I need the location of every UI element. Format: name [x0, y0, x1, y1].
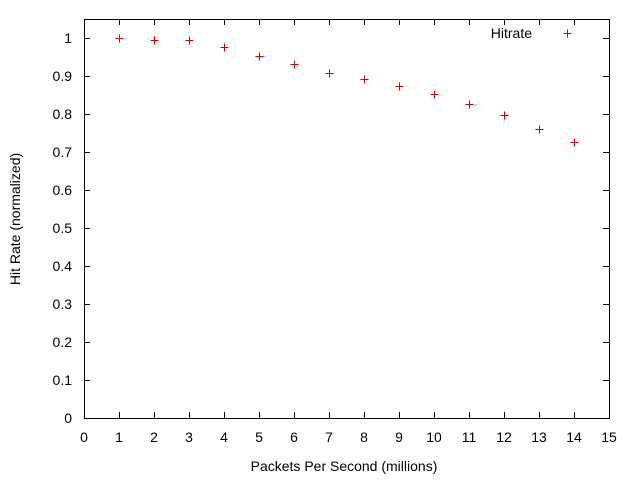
- x-tick-label: 14: [566, 429, 582, 445]
- x-tick-label: 0: [80, 429, 88, 445]
- y-tick-label: 0.8: [53, 106, 73, 122]
- data-point: [115, 34, 124, 43]
- plot-frame: [84, 19, 610, 419]
- x-tick-label: 11: [462, 429, 477, 445]
- x-tick-label: 9: [395, 429, 403, 445]
- data-point: [570, 138, 579, 147]
- x-tick-label: 5: [255, 429, 263, 445]
- data-point: [220, 43, 229, 52]
- data-point: [535, 125, 544, 134]
- y-tick-label: 0.6: [53, 182, 73, 198]
- x-tick-label: 3: [185, 429, 193, 445]
- x-tick-label: 15: [601, 429, 617, 445]
- data-points: [115, 34, 579, 147]
- legend-marker: [563, 29, 572, 38]
- x-tick-label: 12: [496, 429, 512, 445]
- y-tick-label: 0.3: [53, 296, 73, 312]
- y-tick-label: 0.7: [53, 144, 73, 160]
- data-point: [360, 75, 369, 84]
- data-point: [325, 69, 334, 78]
- x-tick-label: 4: [220, 429, 228, 445]
- y-axis-label: Hit Rate (normalized): [7, 153, 23, 285]
- x-axis: 0 1 2 3 4 5 6 7 8 9 10 11 12 13 14 15: [80, 19, 617, 445]
- x-tick-label: 1: [115, 429, 123, 445]
- data-point: [290, 60, 299, 69]
- data-point: [255, 52, 264, 61]
- data-point: [395, 82, 404, 91]
- x-tick-label: 6: [290, 429, 298, 445]
- data-point: [465, 100, 474, 109]
- x-tick-label: 2: [150, 429, 158, 445]
- data-point: [150, 36, 159, 45]
- y-tick-label: 0: [64, 410, 72, 426]
- legend-label: Hitrate: [491, 25, 532, 41]
- y-axis: 0 0.1 0.2 0.3 0.4 0.5 0.6 0.7 0.8 0.9 1: [53, 30, 609, 426]
- x-tick-label: 13: [531, 429, 547, 445]
- data-point: [500, 111, 509, 120]
- legend-marker-plus: [563, 29, 572, 38]
- x-tick-label: 10: [426, 429, 442, 445]
- data-point: [430, 90, 439, 99]
- y-tick-label: 0.4: [53, 258, 73, 274]
- x-axis-label: Packets Per Second (millions): [251, 458, 438, 474]
- x-tick-label: 8: [360, 429, 368, 445]
- y-tick-label: 0.9: [53, 68, 73, 84]
- y-tick-label: 0.5: [53, 220, 73, 236]
- x-tick-label: 7: [325, 429, 333, 445]
- y-tick-label: 0.1: [53, 372, 73, 388]
- legend: Hitrate: [491, 25, 572, 41]
- y-tick-label: 1: [64, 30, 72, 46]
- data-point: [185, 36, 194, 45]
- y-tick-label: 0.2: [53, 334, 73, 350]
